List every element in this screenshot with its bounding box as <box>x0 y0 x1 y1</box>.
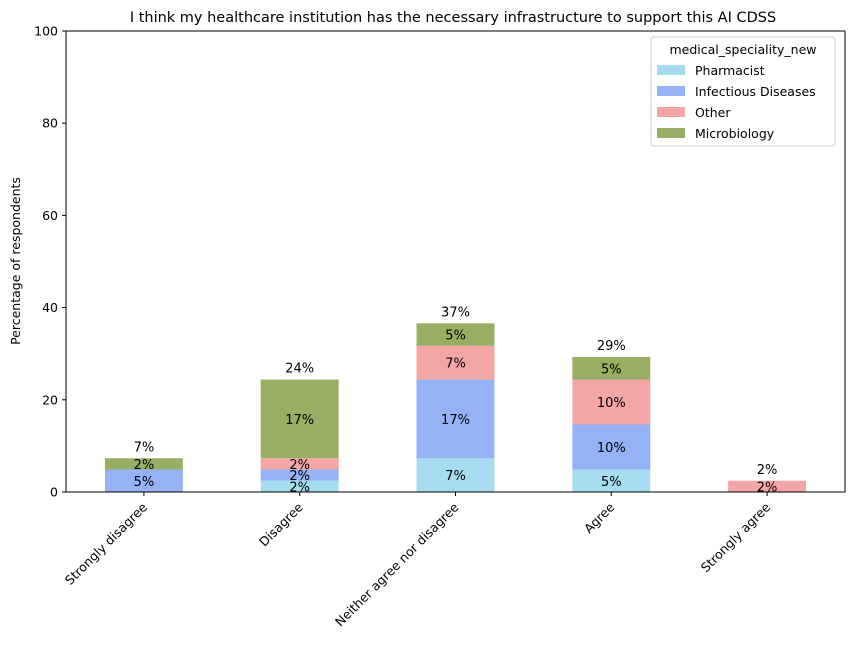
legend-label: Infectious Diseases <box>695 84 816 99</box>
segment-label: 2% <box>134 458 155 473</box>
legend-label: Pharmacist <box>695 63 765 78</box>
total-label: 2% <box>757 463 778 478</box>
segment-label: 7% <box>445 469 466 484</box>
bar-segment <box>260 458 339 470</box>
legend-swatch <box>657 86 685 96</box>
bar-segment <box>416 345 495 380</box>
segment-label: 2% <box>289 469 310 484</box>
plot-frame <box>65 30 846 493</box>
bar-segment <box>572 469 651 492</box>
bar-segment <box>104 469 183 492</box>
x-tick-label: Strongly disagree <box>62 499 150 587</box>
y-tick-label: 100 <box>34 24 58 39</box>
bar-segment <box>260 469 339 481</box>
legend-box <box>650 36 836 147</box>
plot-area: 5%2%7%Strongly disagree2%2%2%17%24%Disag… <box>34 24 846 629</box>
legend-swatch <box>657 65 685 75</box>
segment-label: 5% <box>134 475 155 490</box>
total-label: 29% <box>597 339 626 354</box>
segment-label: 10% <box>597 441 626 456</box>
bar-segment <box>260 480 339 492</box>
segment-label: 17% <box>285 413 314 428</box>
total-label: 24% <box>285 362 314 377</box>
x-tick-label: Disagree <box>256 499 306 549</box>
bar-segment <box>572 379 651 425</box>
segment-label: 10% <box>597 396 626 411</box>
legend-swatch <box>657 128 685 138</box>
total-label: 37% <box>441 305 470 320</box>
bar-segment <box>416 458 495 492</box>
x-tick-label: Agree <box>581 499 618 536</box>
y-tick-label: 60 <box>42 208 58 223</box>
legend-swatch <box>657 107 685 117</box>
segment-label: 5% <box>601 362 622 377</box>
bar-segment <box>572 357 651 380</box>
segment-label: 5% <box>445 329 466 344</box>
chart-title: I think my healthcare institution has th… <box>130 10 776 26</box>
bar-segment <box>416 379 495 459</box>
legend-label: Other <box>695 105 731 120</box>
y-tick-label: 20 <box>42 392 58 407</box>
x-tick-label: Neither agree nor disagree <box>332 499 462 629</box>
y-tick-label: 0 <box>50 485 58 500</box>
legend-title: medical_speciality_new <box>669 42 816 57</box>
y-tick-label: 80 <box>42 116 58 131</box>
legend-label: Microbiology <box>695 126 775 141</box>
bar-segment <box>416 323 495 346</box>
segment-label: 17% <box>441 413 470 428</box>
bar-segment <box>572 424 651 470</box>
y-tick-label: 40 <box>42 300 58 315</box>
bar-segment <box>728 480 807 492</box>
y-axis-label: Percentage of respondents <box>8 177 23 345</box>
segment-label: 5% <box>601 475 622 490</box>
segment-label: 2% <box>289 458 310 473</box>
bar-segment <box>260 379 339 459</box>
x-tick-label: Strongly agree <box>698 499 774 575</box>
bar-segment <box>104 458 183 470</box>
total-label: 7% <box>134 440 155 455</box>
legend: medical_speciality_new Pharmacist Infectio… <box>650 36 836 147</box>
segment-label: 7% <box>445 357 466 372</box>
